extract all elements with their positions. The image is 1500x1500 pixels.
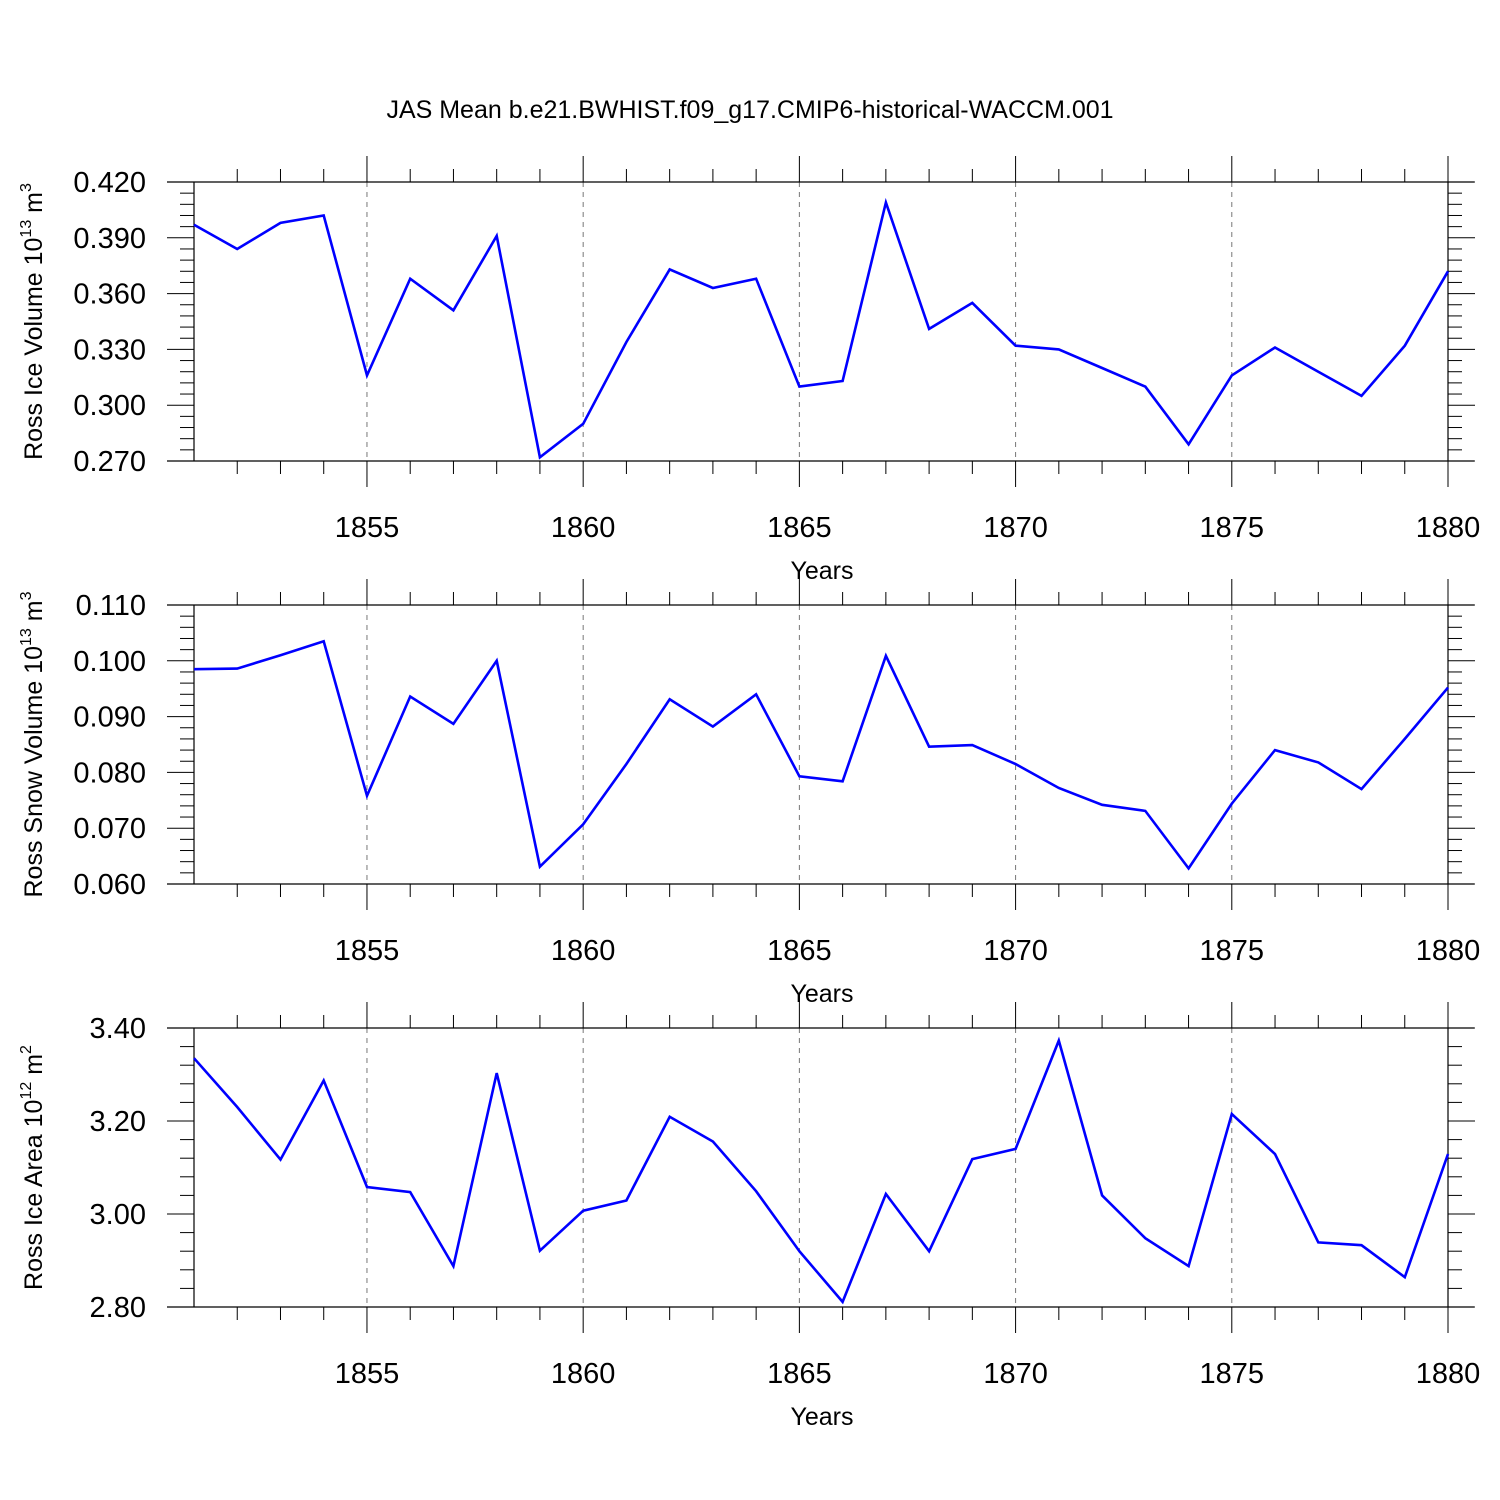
y-tick-label: 0.100: [73, 646, 146, 678]
y-axis-label: Ross Ice Volume 1013 m3: [18, 183, 48, 460]
x-tick-label: 1870: [983, 935, 1048, 967]
x-tick-label: 1875: [1200, 512, 1265, 544]
y-tick-label: 0.110: [76, 590, 146, 622]
y-tick-label: 0.330: [73, 334, 146, 366]
y-axis-label-unit: m: [20, 1054, 48, 1082]
y-axis-label-unit: m: [20, 192, 48, 220]
y-tick-label: 0.300: [73, 390, 146, 422]
y-axis-label-unit-exponent: 3: [18, 591, 35, 600]
y-tick-label: 3.20: [90, 1106, 146, 1138]
x-tick-label: 1880: [1416, 512, 1481, 544]
x-tick-label: 1855: [335, 1358, 400, 1390]
x-tick-label: 1860: [551, 935, 616, 967]
y-axis-label-text: Ross Ice Volume 10: [20, 238, 48, 460]
panel-ice-volume: 0.420 0.390 0.360 0.330 0.300 0.270 1855 1860 18…: [18, 156, 1480, 585]
x-tick-label: 1880: [1416, 1358, 1481, 1390]
x-tick-label: 1875: [1200, 1358, 1265, 1390]
y-tick-label: 0.060: [73, 869, 146, 901]
y-axis-label-text: Ross Ice Area 10: [20, 1100, 48, 1290]
x-tick-label: 1855: [335, 935, 400, 967]
x-tick-label: 1865: [767, 512, 832, 544]
x-tick-label: 1865: [767, 935, 832, 967]
x-axis-label: Years: [790, 1403, 853, 1431]
y-tick-label: 3.00: [90, 1199, 146, 1231]
y-axis-label-unit-exponent: 3: [18, 183, 35, 192]
x-tick-label: 1860: [551, 512, 616, 544]
y-axis-label-exponent: 13: [18, 220, 35, 238]
panel-snow-volume: 0.110 0.100 0.090 0.080 0.070 0.060 1855 1860 18…: [18, 579, 1480, 1008]
y-tick-label: 2.80: [90, 1292, 146, 1324]
x-tick-label: 1855: [335, 512, 400, 544]
series-line: [193, 639, 1449, 871]
y-axis-label: Ross Ice Area 1012 m2: [18, 1045, 48, 1290]
y-axis-label-text: Ross Snow Volume 10: [20, 646, 48, 898]
x-tick-label: 1870: [983, 1358, 1048, 1390]
x-tick-label: 1875: [1200, 935, 1265, 967]
y-tick-label: 0.270: [73, 446, 146, 478]
x-tick-label: 1860: [551, 1358, 616, 1390]
x-axis-label: Years: [790, 980, 853, 1008]
series-line: [193, 1036, 1450, 1305]
y-tick-label: 0.080: [73, 757, 146, 789]
y-tick-label: 3.40: [90, 1013, 146, 1045]
x-tick-label: 1880: [1416, 935, 1481, 967]
panel-ice-area: 3.40 3.20 3.00 2.80 1855 1860 1865 1870 1875 1880…: [18, 1002, 1480, 1431]
y-tick-label: 0.390: [73, 223, 146, 255]
y-tick-label: 0.420: [73, 167, 146, 199]
y-axis-label-unit-exponent: 2: [18, 1045, 35, 1054]
y-tick-label: 0.090: [73, 702, 146, 734]
y-axis-label-exponent: 13: [18, 628, 35, 646]
y-axis-label-exponent: 12: [18, 1082, 35, 1100]
x-tick-label: 1865: [767, 1358, 832, 1390]
chart-title: JAS Mean b.e21.BWHIST.f09_g17.CMIP6-hist…: [386, 96, 1113, 124]
y-tick-label: 0.360: [73, 279, 146, 311]
y-axis-label-unit: m: [20, 600, 48, 628]
y-axis-label: Ross Snow Volume 1013 m3: [18, 591, 48, 897]
x-tick-label: 1870: [983, 512, 1048, 544]
series-line: [193, 197, 1450, 460]
y-tick-label: 0.070: [73, 813, 146, 845]
x-axis-label: Years: [790, 557, 853, 585]
